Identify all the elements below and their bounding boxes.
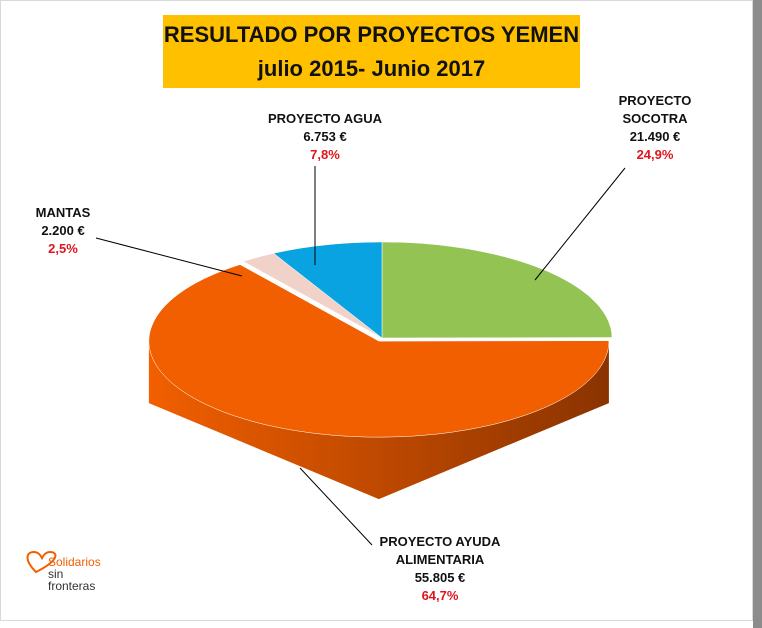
amount-label: 21.490 € [629, 129, 681, 144]
category-label: PROYECTO AGUA [267, 111, 383, 126]
percent-label: 64,7% [421, 588, 459, 603]
category-label: PROYECTO AYUDA ALIMENTARIA [379, 534, 501, 567]
amount-label: 2.200 € [41, 223, 85, 238]
slice [381, 241, 613, 339]
slice-side [148, 341, 609, 500]
logo: Solidarios sin fronteras [48, 556, 101, 592]
amount-label: 55.805 € [414, 570, 466, 585]
logo-heart [26, 550, 57, 574]
slice [273, 241, 383, 339]
slice [148, 264, 610, 438]
category-label: MANTAS [35, 205, 91, 220]
leader-line [299, 467, 373, 546]
percent-label: 24,9% [636, 147, 674, 162]
percent-label: 7,8% [310, 147, 340, 162]
logo-text: Solidarios [48, 555, 101, 569]
data-label: PROYECTO AYUDA ALIMENTARIA 55.805 € 64,7% [355, 533, 525, 605]
chart-subtitle: julio 2015- Junio 2017 [257, 56, 486, 81]
slice [242, 253, 383, 339]
logo-text: sin [48, 567, 64, 581]
title-box: RESULTADO POR PROYECTOS YEMEN julio 2015… [163, 15, 580, 88]
data-label: PROYECTO SOCOTRA 21.490 € 24,9% [590, 92, 720, 164]
percent-label: 2,5% [48, 241, 78, 256]
data-label: MANTAS 2.200 € 2,5% [18, 204, 108, 258]
amount-label: 6.753 € [303, 129, 347, 144]
frame-shadow [753, 0, 762, 628]
frame [0, 0, 753, 621]
chart-title: RESULTADO POR PROYECTOS YEMEN [163, 22, 580, 47]
leader-line [95, 237, 243, 277]
data-label: PROYECTO AGUA 6.753 € 7,8% [255, 110, 395, 164]
leader-line [534, 167, 626, 281]
logo-text: fronteras [48, 579, 96, 593]
category-label: PROYECTO SOCOTRA [618, 93, 692, 126]
